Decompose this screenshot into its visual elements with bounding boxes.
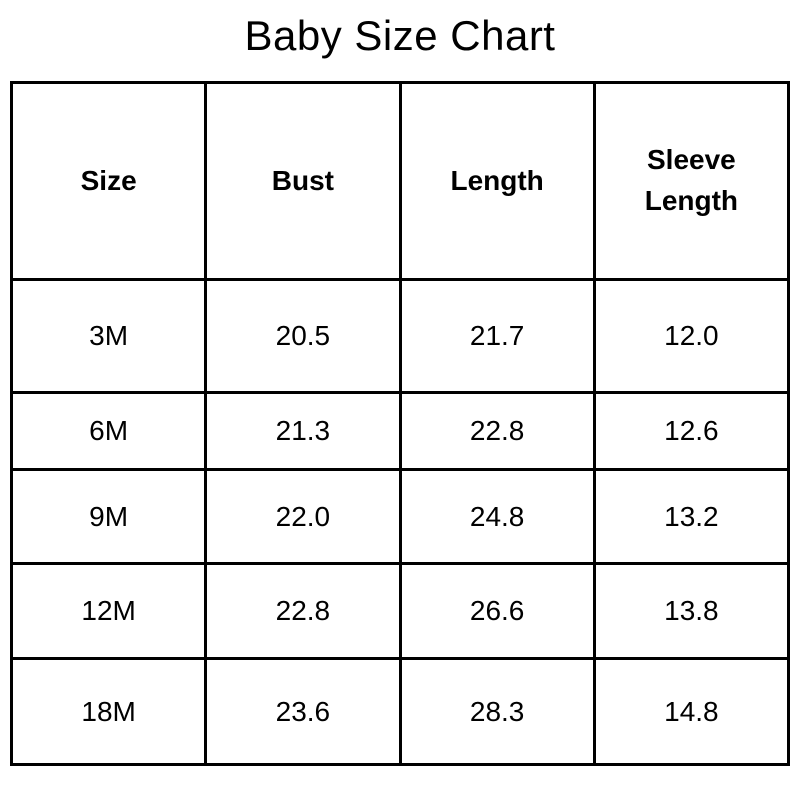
table-row-3m: 3M 20.5 21.7 12.0 bbox=[9, 278, 791, 394]
cell-length: 28.3 bbox=[398, 657, 596, 766]
cell-size: 12M bbox=[9, 562, 208, 660]
cell-length: 22.8 bbox=[398, 391, 596, 471]
cell-bust: 22.8 bbox=[204, 562, 402, 660]
cell-length: 24.8 bbox=[398, 468, 596, 565]
cell-bust: 23.6 bbox=[204, 657, 402, 766]
cell-size: 6M bbox=[9, 391, 208, 471]
column-header-length: Length bbox=[398, 81, 596, 281]
cell-size: 9M bbox=[9, 468, 208, 565]
table-row-12m: 12M 22.8 26.6 13.8 bbox=[9, 562, 791, 660]
cell-length: 26.6 bbox=[398, 562, 596, 660]
cell-sleeve-length: 12.0 bbox=[592, 278, 791, 394]
cell-bust: 21.3 bbox=[204, 391, 402, 471]
cell-size: 3M bbox=[9, 278, 208, 394]
cell-sleeve-length: 12.6 bbox=[592, 391, 791, 471]
cell-size: 18M bbox=[9, 657, 208, 766]
cell-bust: 22.0 bbox=[204, 468, 402, 565]
table-row-9m: 9M 22.0 24.8 13.2 bbox=[9, 468, 791, 565]
size-table: Size Bust Length Sleeve Length 3M 20.5 2… bbox=[9, 81, 791, 766]
table-row-18m: 18M 23.6 28.3 14.8 bbox=[9, 657, 791, 766]
column-header-size: Size bbox=[9, 81, 208, 281]
column-header-sleeve-length: Sleeve Length bbox=[592, 81, 791, 281]
page-title: Baby Size Chart bbox=[244, 12, 556, 59]
table-row-6m: 6M 21.3 22.8 12.6 bbox=[9, 391, 791, 471]
cell-sleeve-length: 13.8 bbox=[592, 562, 791, 660]
cell-sleeve-length: 14.8 bbox=[592, 657, 791, 766]
column-header-bust: Bust bbox=[204, 81, 402, 281]
cell-bust: 20.5 bbox=[204, 278, 402, 394]
cell-sleeve-length: 13.2 bbox=[592, 468, 791, 565]
table-header-row: Size Bust Length Sleeve Length bbox=[9, 81, 791, 281]
cell-length: 21.7 bbox=[398, 278, 596, 394]
